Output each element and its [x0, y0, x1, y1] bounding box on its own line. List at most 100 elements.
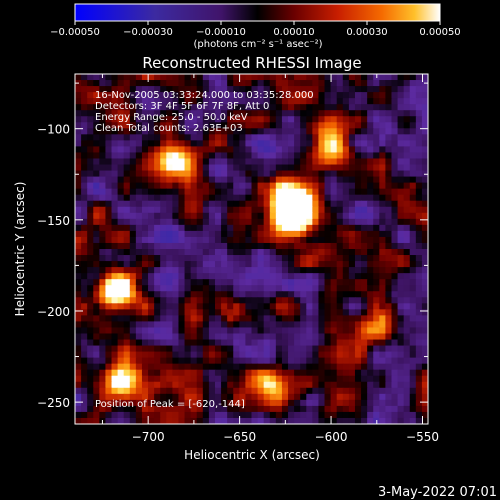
- heatmap-cell: [112, 382, 119, 389]
- heatmap-cell: [221, 358, 228, 365]
- heatmap-cell: [379, 382, 386, 389]
- heatmap-cell: [81, 364, 88, 371]
- heatmap-cell: [154, 183, 161, 190]
- heatmap-cell: [185, 74, 192, 81]
- heatmap-cell: [160, 285, 167, 292]
- heatmap-cell: [118, 315, 125, 322]
- heatmap-cell: [300, 104, 307, 111]
- heatmap-cell: [367, 243, 374, 250]
- heatmap-cell: [209, 412, 216, 419]
- heatmap-cell: [191, 225, 198, 232]
- heatmap-cell: [337, 183, 344, 190]
- heatmap-cell: [215, 80, 222, 87]
- heatmap-cell: [258, 122, 265, 129]
- heatmap-cell: [410, 285, 417, 292]
- heatmap-cell: [93, 140, 100, 147]
- heatmap-cell: [385, 146, 392, 153]
- heatmap-cell: [300, 291, 307, 298]
- heatmap-cell: [93, 340, 100, 347]
- heatmap-cell: [282, 110, 289, 117]
- heatmap-cell: [306, 207, 313, 214]
- heatmap-cell: [124, 231, 131, 238]
- heatmap-cell: [282, 285, 289, 292]
- heatmap-cell: [87, 346, 94, 353]
- heatmap-cell: [404, 98, 411, 105]
- heatmap-cell: [331, 158, 338, 165]
- heatmap-cell: [416, 400, 423, 407]
- heatmap-cell: [416, 273, 423, 280]
- heatmap-cell: [148, 152, 155, 159]
- heatmap-cell: [404, 370, 411, 377]
- heatmap-cell: [239, 213, 246, 220]
- heatmap-cell: [178, 291, 185, 298]
- heatmap-cell: [361, 183, 368, 190]
- heatmap-cell: [160, 219, 167, 226]
- heatmap-cell: [398, 279, 405, 286]
- heatmap-cell: [325, 279, 332, 286]
- heatmap-cell: [81, 146, 88, 153]
- heatmap-cell: [379, 177, 386, 184]
- heatmap-cell: [197, 189, 204, 196]
- heatmap-cell: [300, 261, 307, 268]
- heatmap-cell: [245, 388, 252, 395]
- heatmap-cell: [343, 201, 350, 208]
- heatmap-cell: [93, 171, 100, 178]
- heatmap-cell: [385, 213, 392, 220]
- heatmap-cell: [385, 394, 392, 401]
- heatmap-cell: [245, 183, 252, 190]
- heatmap-cell: [416, 152, 423, 159]
- heatmap-cell: [252, 352, 259, 359]
- heatmap-cell: [245, 231, 252, 238]
- heatmap-cell: [118, 297, 125, 304]
- heatmap-cell: [227, 146, 234, 153]
- heatmap-cell: [99, 333, 106, 340]
- heatmap-cell: [203, 309, 210, 316]
- heatmap-cell: [373, 327, 380, 334]
- heatmap-cell: [221, 388, 228, 395]
- heatmap-cell: [325, 110, 332, 117]
- heatmap-cell: [136, 152, 143, 159]
- heatmap-cell: [87, 376, 94, 383]
- heatmap-cell: [93, 231, 100, 238]
- heatmap-cell: [294, 321, 301, 328]
- heatmap-cell: [124, 201, 131, 208]
- heatmap-cell: [282, 128, 289, 135]
- heatmap-cell: [245, 249, 252, 256]
- heatmap-cell: [282, 315, 289, 322]
- heatmap-cell: [215, 171, 222, 178]
- heatmap-cell: [258, 291, 265, 298]
- heatmap-cell: [81, 400, 88, 407]
- heatmap-cell: [416, 189, 423, 196]
- heatmap-cell: [252, 303, 259, 310]
- heatmap-cell: [233, 74, 240, 81]
- heatmap-cell: [245, 412, 252, 419]
- heatmap-cell: [118, 225, 125, 232]
- heatmap-cell: [81, 98, 88, 105]
- heatmap-cell: [404, 165, 411, 172]
- heatmap-cell: [209, 382, 216, 389]
- heatmap-cell: [312, 261, 319, 268]
- heatmap-cell: [337, 165, 344, 172]
- heatmap-cell: [166, 327, 173, 334]
- heatmap-cell: [215, 261, 222, 268]
- heatmap-cell: [191, 80, 198, 87]
- heatmap-cell: [130, 201, 137, 208]
- heatmap-cell: [416, 340, 423, 347]
- heatmap-cell: [300, 412, 307, 419]
- heatmap-cell: [349, 376, 356, 383]
- heatmap-cell: [325, 327, 332, 334]
- heatmap-cell: [136, 279, 143, 286]
- heatmap-cell: [178, 315, 185, 322]
- heatmap-cell: [300, 158, 307, 165]
- heatmap-cell: [239, 364, 246, 371]
- heatmap-cell: [75, 116, 82, 123]
- heatmap-cell: [398, 376, 405, 383]
- heatmap-cell: [331, 122, 338, 129]
- heatmap-cell: [264, 388, 271, 395]
- heatmap-cell: [87, 158, 94, 165]
- heatmap-cell: [166, 279, 173, 286]
- heatmap-cell: [87, 80, 94, 87]
- heatmap-cell: [148, 177, 155, 184]
- heatmap-cell: [178, 297, 185, 304]
- heatmap-cell: [130, 225, 137, 232]
